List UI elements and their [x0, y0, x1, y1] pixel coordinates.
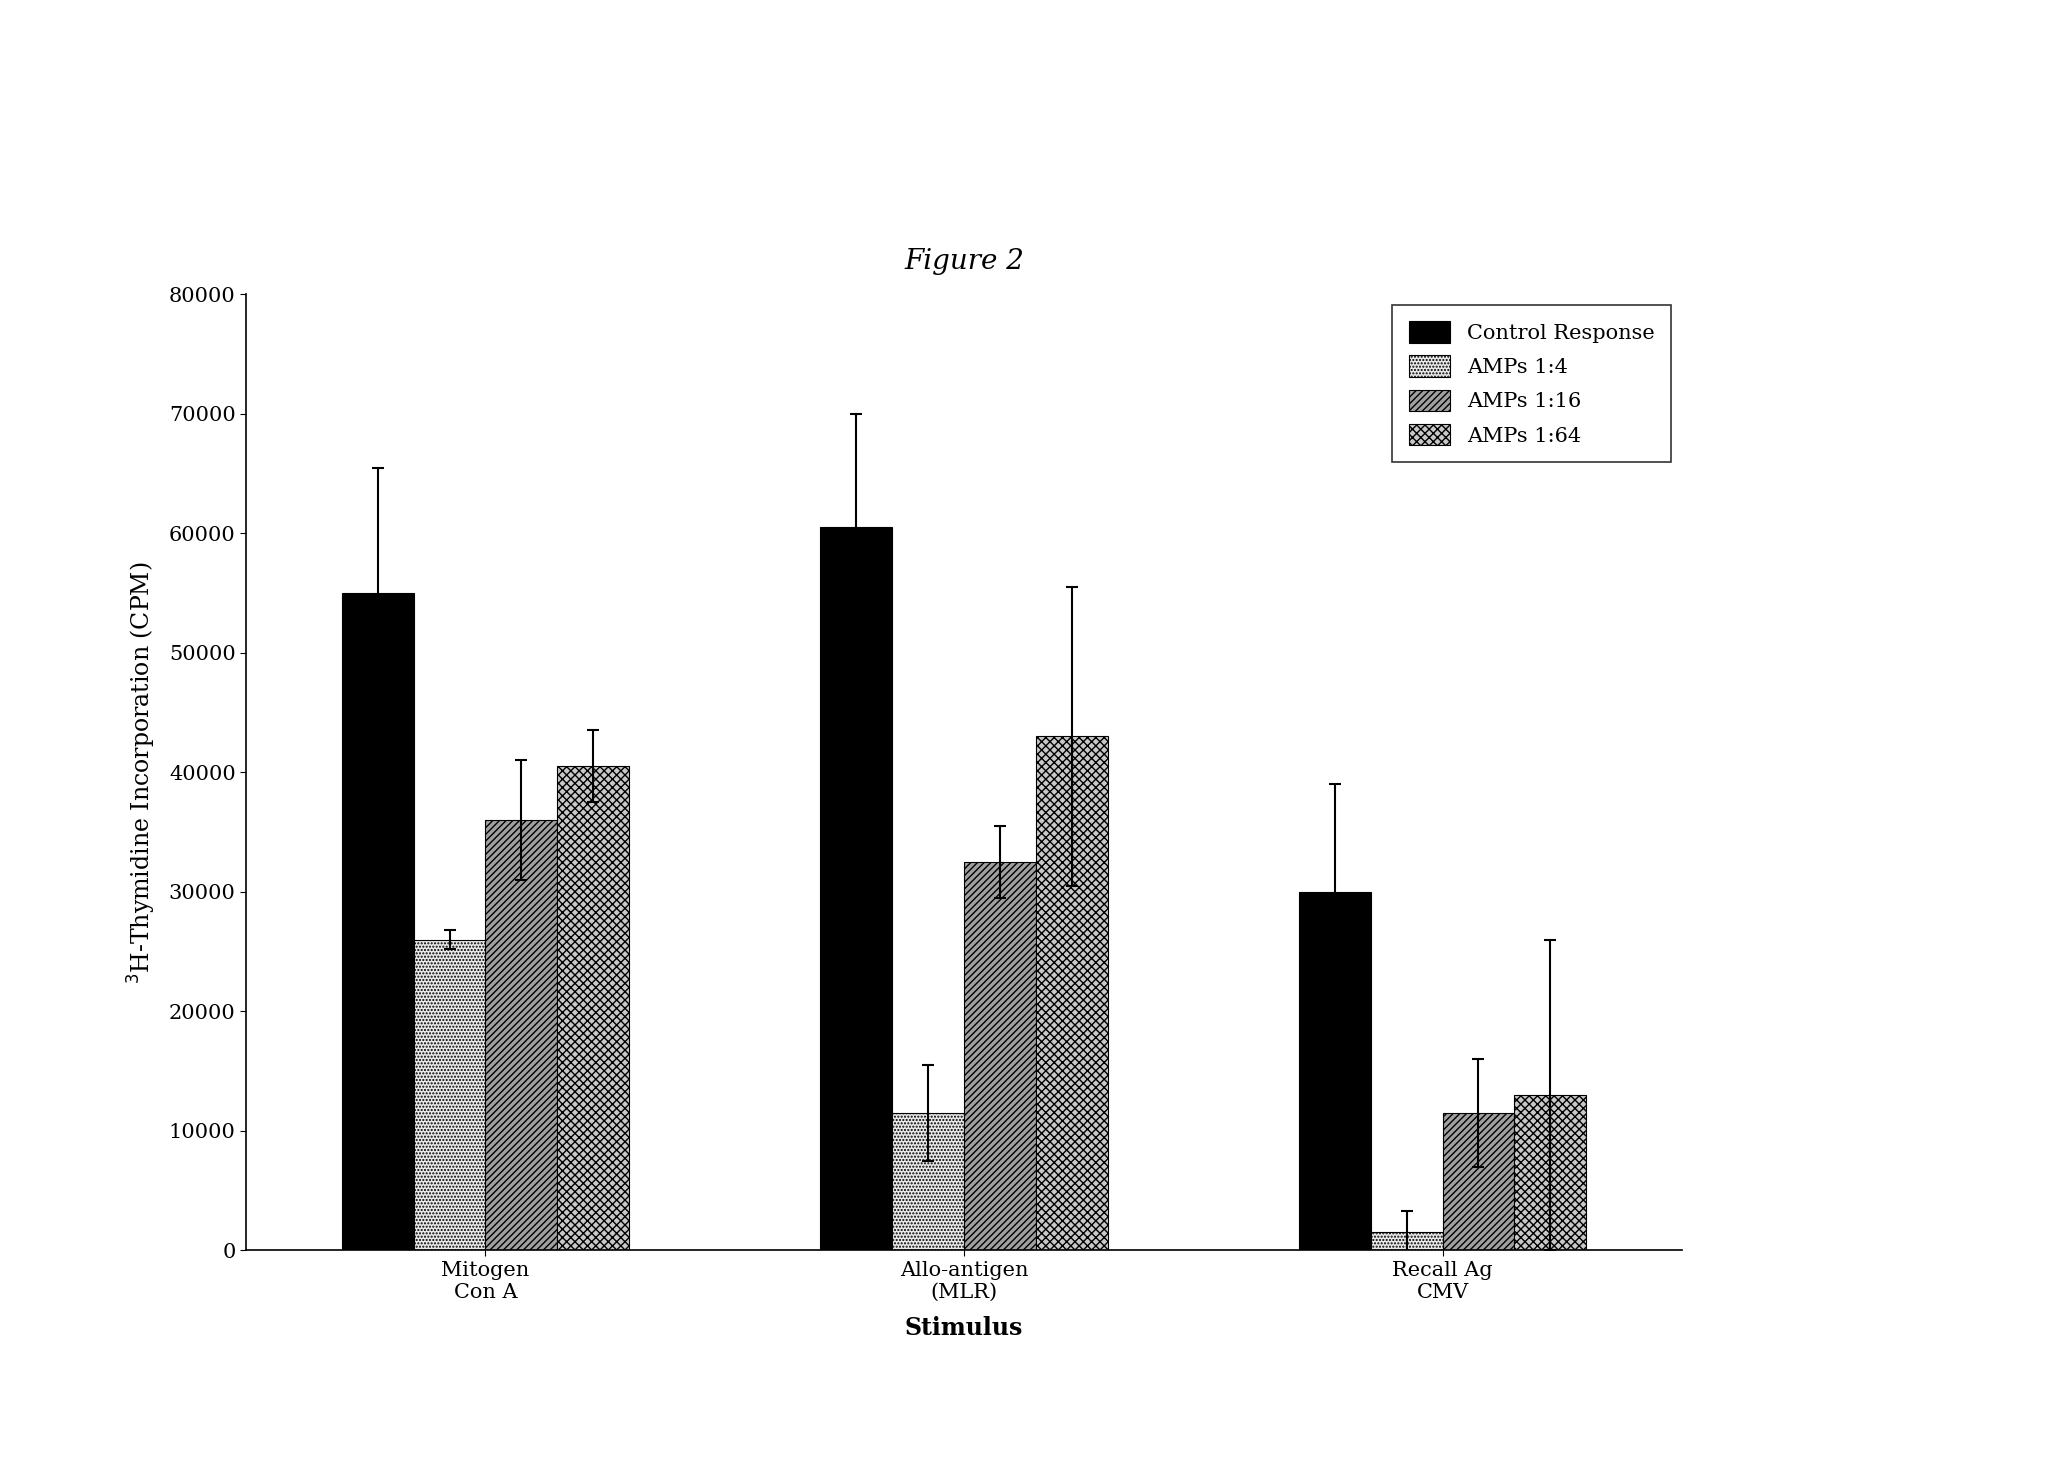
- Bar: [486, 821, 558, 1250]
- Bar: [1442, 1114, 1514, 1250]
- X-axis label: Stimulus: Stimulus: [904, 1315, 1023, 1340]
- Y-axis label: $^{3}$H-Thymidine Incorporation (CPM): $^{3}$H-Thymidine Incorporation (CPM): [125, 560, 158, 984]
- Bar: [892, 1114, 964, 1250]
- Title: Figure 2: Figure 2: [904, 249, 1023, 275]
- Legend: Control Response, AMPs 1:4, AMPs 1:16, AMPs 1:64: Control Response, AMPs 1:4, AMPs 1:16, A…: [1393, 304, 1672, 462]
- Bar: [1370, 1233, 1442, 1250]
- Bar: [414, 940, 486, 1250]
- Bar: [343, 593, 414, 1250]
- Bar: [1514, 1094, 1585, 1250]
- Bar: [1036, 737, 1108, 1250]
- Bar: [964, 862, 1036, 1250]
- Bar: [1298, 891, 1370, 1250]
- Bar: [558, 766, 630, 1250]
- Bar: [820, 527, 892, 1250]
